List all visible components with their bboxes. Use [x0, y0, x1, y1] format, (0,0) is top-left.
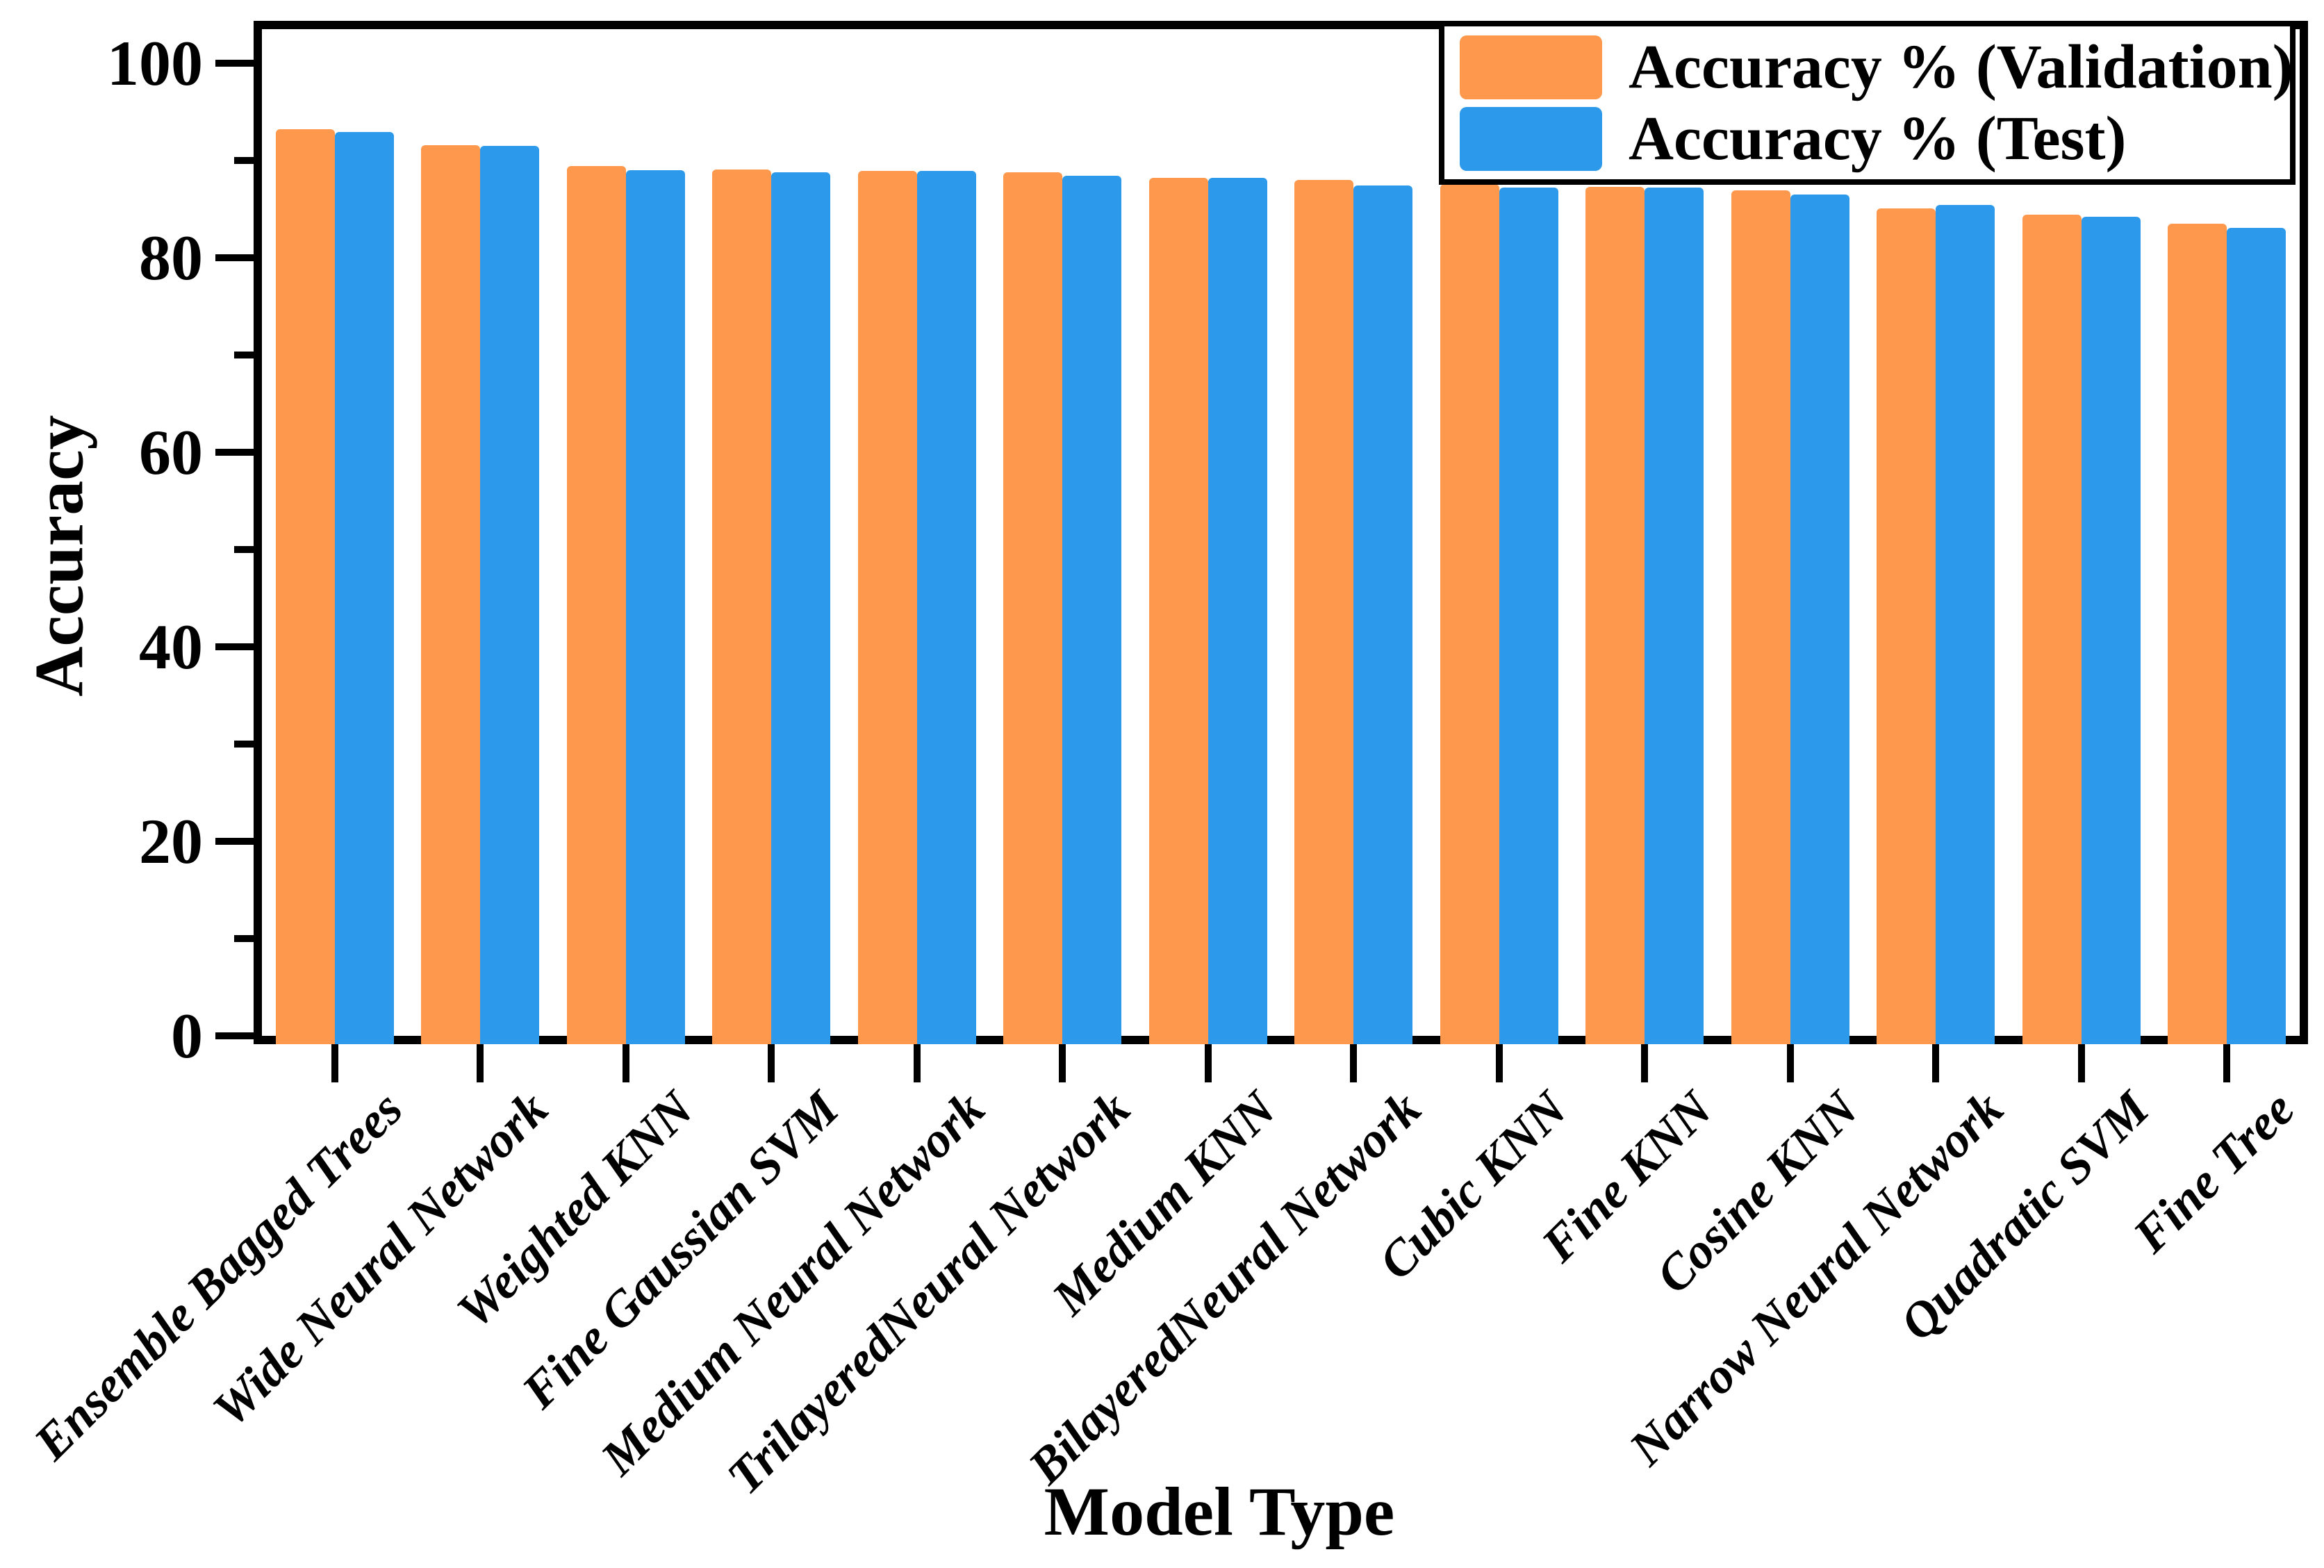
- bar-validation: [1294, 180, 1354, 1044]
- bar-test: [1645, 188, 1704, 1044]
- bar-group: [857, 171, 976, 1044]
- legend: Accuracy % (Validation) Accuracy % (Test…: [1439, 21, 2296, 185]
- bar-test: [1353, 185, 1413, 1044]
- bar-validation: [857, 171, 917, 1044]
- bar-validation: [1440, 183, 1499, 1044]
- bar-group: [2168, 224, 2286, 1044]
- x-axis-tick: [913, 1044, 921, 1082]
- legend-row-validation: Accuracy % (Validation): [1460, 33, 2293, 101]
- bar-test: [1936, 205, 1995, 1044]
- x-axis-tick: [1641, 1044, 1649, 1082]
- y-axis-tick-label: 40: [139, 611, 203, 682]
- x-axis-tick: [477, 1044, 484, 1082]
- bar-group: [421, 145, 540, 1044]
- y-axis-tick-label: 60: [139, 417, 203, 488]
- y-axis-tick-label: 0: [171, 1000, 203, 1071]
- x-axis-tick: [622, 1044, 629, 1082]
- y-axis-major-tick: [215, 254, 254, 261]
- y-axis-tick-label: 80: [139, 222, 203, 293]
- bar-validation: [1003, 172, 1063, 1044]
- bar-test: [625, 170, 685, 1044]
- bar-group: [1585, 186, 1704, 1044]
- bar-group: [275, 129, 394, 1044]
- plot-area: Accuracy % (Validation) Accuracy % (Test…: [254, 21, 2308, 1044]
- y-axis-major-tick: [215, 643, 254, 650]
- bar-test: [771, 172, 831, 1044]
- x-axis-tick: [1350, 1044, 1358, 1082]
- x-axis-tick: [1932, 1044, 1940, 1082]
- y-axis-major-tick: [215, 449, 254, 456]
- bar-validation: [421, 145, 481, 1044]
- bar-test: [1208, 178, 1267, 1044]
- x-axis-tick: [331, 1044, 338, 1082]
- x-axis-tick: [1059, 1044, 1066, 1082]
- bars-layer: [262, 29, 2300, 1044]
- bar-group: [566, 166, 685, 1044]
- bar-validation: [2168, 224, 2227, 1044]
- x-axis-tick: [1786, 1044, 1794, 1082]
- bar-group: [2022, 215, 2141, 1044]
- bar-group: [1003, 172, 1122, 1044]
- bar-test: [1499, 188, 1558, 1044]
- bar-validation: [1585, 186, 1645, 1044]
- y-axis-major-tick: [215, 60, 254, 67]
- bar-test: [1790, 195, 1849, 1044]
- bar-validation: [1877, 208, 1936, 1044]
- legend-label-validation: Accuracy % (Validation): [1629, 32, 2293, 101]
- bar-validation: [275, 129, 335, 1044]
- x-axis-tick: [2223, 1044, 2231, 1082]
- bar-test: [2081, 217, 2141, 1044]
- y-axis-major-tick: [215, 838, 254, 845]
- bar-validation: [2022, 215, 2082, 1044]
- y-axis-minor-tick: [234, 352, 254, 358]
- bar-test: [2227, 227, 2286, 1044]
- y-axis-major-tick: [215, 1032, 254, 1039]
- y-axis-minor-tick: [234, 157, 254, 164]
- bar-group: [712, 169, 831, 1044]
- y-axis-tick-label: 20: [139, 806, 203, 877]
- x-axis-tick: [1204, 1044, 1212, 1082]
- bar-test: [334, 132, 394, 1044]
- bar-validation: [566, 166, 626, 1044]
- x-axis-title: Model Type: [1044, 1473, 1395, 1550]
- bar-validation: [712, 169, 772, 1044]
- x-category-label: Fine Tree: [2122, 1080, 2305, 1264]
- x-axis-tick: [2077, 1044, 2085, 1082]
- bar-test: [480, 146, 540, 1044]
- legend-label-test: Accuracy % (Test): [1629, 104, 2127, 173]
- bar-validation: [1148, 178, 1208, 1044]
- legend-swatch-validation: [1460, 35, 1602, 99]
- y-axis-minor-tick: [234, 935, 254, 942]
- y-axis-minor-tick: [234, 741, 254, 748]
- bar-group: [1440, 183, 1558, 1044]
- y-axis-minor-tick: [234, 546, 254, 553]
- legend-row-test: Accuracy % (Test): [1460, 105, 2275, 172]
- x-category-label: Quadratic SVM: [1889, 1080, 2160, 1351]
- bar-validation: [1731, 190, 1790, 1044]
- y-axis-tick-label: 100: [107, 28, 203, 99]
- legend-swatch-test: [1460, 106, 1602, 171]
- bar-group: [1877, 205, 1995, 1044]
- bar-test: [916, 171, 976, 1044]
- x-axis-tick: [768, 1044, 775, 1082]
- bar-group: [1294, 180, 1413, 1044]
- x-axis-tick: [1495, 1044, 1503, 1082]
- bar-group: [1148, 178, 1267, 1044]
- bar-group: [1731, 190, 1849, 1044]
- bar-test: [1062, 176, 1122, 1044]
